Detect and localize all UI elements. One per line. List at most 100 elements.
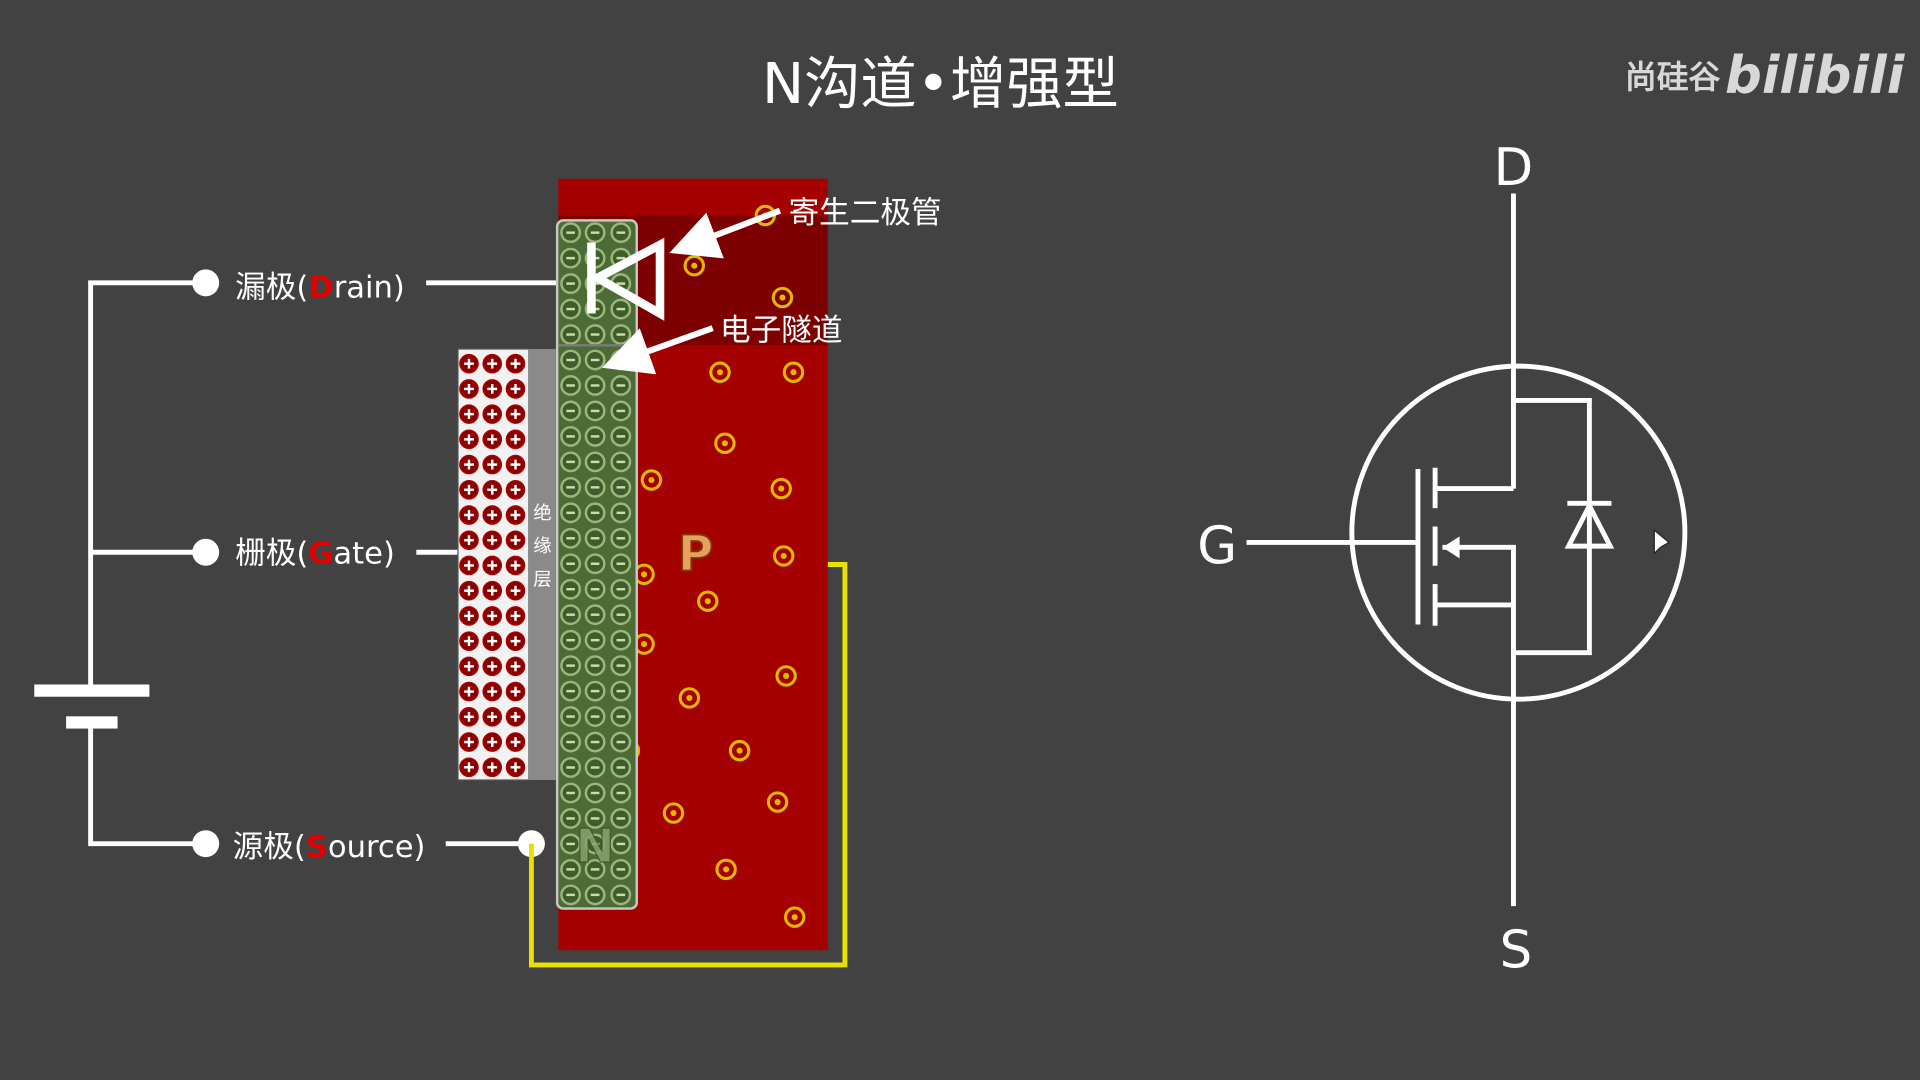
hole-particle (766, 791, 789, 813)
electron-particle (610, 858, 632, 880)
electron-particle (560, 502, 582, 524)
electron-particle (610, 527, 632, 549)
electron-particle (610, 884, 632, 906)
positive-charge (505, 480, 526, 500)
electron-particle (560, 884, 582, 906)
bulk-wire (528, 562, 848, 968)
electron-particle (560, 451, 582, 473)
hole-particle (678, 687, 701, 709)
positive-charge (482, 681, 503, 702)
symbol-arrow-icon (1442, 536, 1460, 559)
electron-particle (610, 451, 632, 473)
electron-particle (584, 884, 606, 906)
electron-particle (560, 324, 582, 345)
electron-particle (584, 425, 606, 447)
positive-charge (459, 681, 479, 702)
electron-particle (560, 273, 582, 295)
hole-particle (775, 665, 797, 687)
electron-particle (584, 451, 606, 473)
positive-charge (482, 429, 503, 450)
gate-letter: G (308, 536, 333, 571)
positive-charge (482, 732, 503, 752)
positive-charge (505, 631, 526, 651)
positive-charge (459, 480, 479, 500)
electron-tunnel-label: 电子隧道 (720, 313, 842, 348)
positive-charge (459, 757, 479, 778)
electron-particle (610, 757, 632, 778)
positive-charge (459, 429, 479, 450)
electron-particle (584, 629, 606, 651)
electron-particle (610, 833, 632, 855)
hole-particle (782, 361, 805, 383)
electron-particle (610, 476, 632, 498)
electron-particle (560, 629, 582, 651)
hole-particle (772, 545, 795, 567)
p-region-label: P (678, 526, 714, 583)
positive-charge (505, 379, 526, 399)
insulation-char-1: 绝 (533, 503, 551, 524)
electron-particle (610, 502, 632, 524)
source-label: 源极(Source) (233, 830, 426, 865)
positive-charge (459, 379, 479, 399)
electron-particle (584, 527, 606, 549)
positive-charge (459, 631, 479, 651)
hole-particle (771, 286, 794, 309)
electron-particle (584, 655, 606, 677)
hole-particle (715, 858, 737, 881)
hole-particle (697, 590, 719, 612)
insulation-char-2: 缘 (533, 536, 551, 557)
n-region-label: N (576, 819, 615, 873)
electron-particle (560, 604, 582, 626)
positive-charge (482, 757, 503, 778)
electron-particle (560, 757, 582, 778)
electron-particle (560, 706, 582, 727)
positive-charge (482, 606, 503, 626)
electron-particle (610, 553, 632, 575)
positive-charge (505, 732, 526, 752)
electron-particle (560, 400, 582, 422)
symbol-circle (1349, 363, 1688, 702)
electron-particle (610, 808, 632, 829)
electron-particle (560, 578, 582, 600)
electron-particle (584, 680, 606, 702)
positive-charge (505, 429, 526, 450)
symbol-source-label: S (1500, 920, 1533, 980)
electron-particle (610, 731, 632, 753)
positive-charge (482, 353, 503, 374)
drain-letter: D (308, 271, 333, 306)
gate-charges-group (459, 353, 526, 778)
cursor-icon (1653, 528, 1671, 555)
electron-particle (560, 375, 582, 396)
hole-particle (770, 477, 792, 500)
electron-particle (584, 375, 606, 396)
electron-particle (610, 629, 632, 651)
electron-particle (560, 808, 582, 829)
positive-charge (505, 555, 526, 576)
positive-charge (505, 530, 526, 551)
positive-charge (505, 681, 526, 702)
positive-charge (482, 505, 503, 525)
hole-particle (709, 361, 731, 383)
gate-terminal (192, 538, 220, 566)
electron-particle (584, 349, 606, 371)
insulation-char-3: 层 (533, 569, 551, 590)
electron-particle (610, 706, 632, 727)
hole-particle (662, 802, 685, 824)
circuit-wires (88, 280, 559, 847)
positive-charge (505, 580, 526, 601)
electron-particle (610, 604, 632, 626)
positive-charge (459, 732, 479, 752)
positive-charge (505, 353, 526, 374)
watermark-logo: bilibili (1725, 46, 1906, 106)
symbol-drain-label: D (1494, 138, 1534, 198)
electron-particle (584, 782, 606, 804)
electron-particle (560, 476, 582, 498)
electron-particle (584, 578, 606, 600)
positive-charge (482, 555, 503, 576)
positive-charge (459, 606, 479, 626)
tunnel-arrow (601, 325, 714, 375)
electron-particle (560, 349, 582, 371)
positive-charge (459, 656, 479, 677)
electron-particle (610, 782, 632, 804)
